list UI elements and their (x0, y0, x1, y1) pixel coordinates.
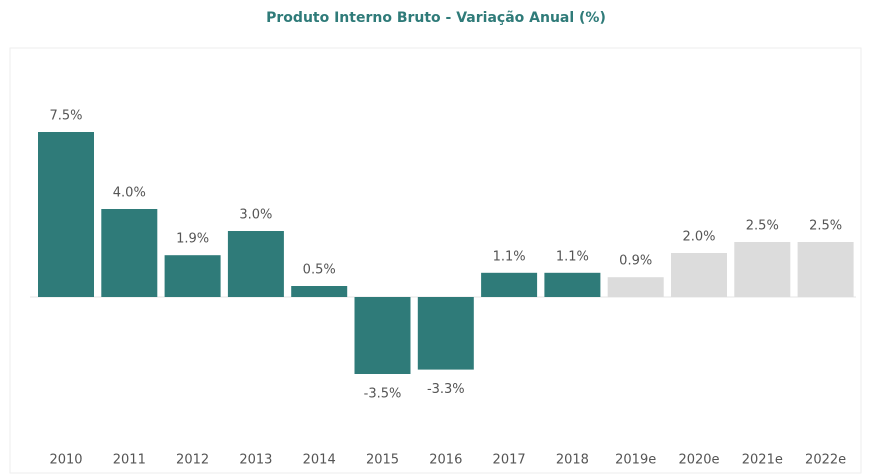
bar (607, 277, 664, 297)
x-tick-label: 2014 (303, 453, 336, 468)
bar (101, 209, 158, 297)
bar (227, 231, 284, 297)
value-label: 2.0% (682, 230, 715, 245)
value-label: 7.5% (49, 109, 82, 124)
chart-title: Produto Interno Bruto - Variação Anual (… (266, 10, 606, 26)
bar (481, 272, 538, 297)
value-label: -3.3% (427, 382, 465, 397)
x-tick-label: 2011 (113, 453, 146, 468)
bar (291, 286, 348, 297)
value-label: -3.5% (364, 387, 402, 402)
value-label: 2.5% (809, 219, 842, 234)
bar (38, 132, 94, 297)
value-label: 1.9% (176, 232, 209, 247)
x-tick-label: 2018 (556, 453, 589, 468)
bar (544, 272, 601, 297)
x-tick-label: 2019e (615, 453, 656, 468)
x-tick-label: 2021e (742, 453, 783, 468)
value-label: 1.1% (556, 249, 589, 264)
value-label: 3.0% (239, 208, 272, 223)
bar (671, 253, 727, 297)
bar (354, 297, 411, 374)
x-tick-label: 2020e (678, 453, 719, 468)
plot-frame (9, 47, 862, 474)
value-label: 2.5% (746, 219, 779, 234)
value-label: 0.5% (303, 263, 336, 278)
x-tick-label: 2015 (366, 453, 399, 468)
x-tick-label: 2017 (493, 453, 526, 468)
x-tick-label: 2016 (429, 453, 462, 468)
bar (734, 242, 791, 297)
x-tick-label: 2013 (239, 453, 272, 468)
bar (417, 297, 474, 370)
x-tick-label: 2010 (49, 453, 82, 468)
x-tick-label: 2012 (176, 453, 209, 468)
bar (797, 242, 854, 297)
bar (164, 255, 221, 297)
value-label: 1.1% (493, 249, 526, 264)
value-label: 0.9% (619, 254, 652, 269)
x-tick-label: 2022e (805, 453, 846, 468)
value-label: 4.0% (113, 186, 146, 201)
